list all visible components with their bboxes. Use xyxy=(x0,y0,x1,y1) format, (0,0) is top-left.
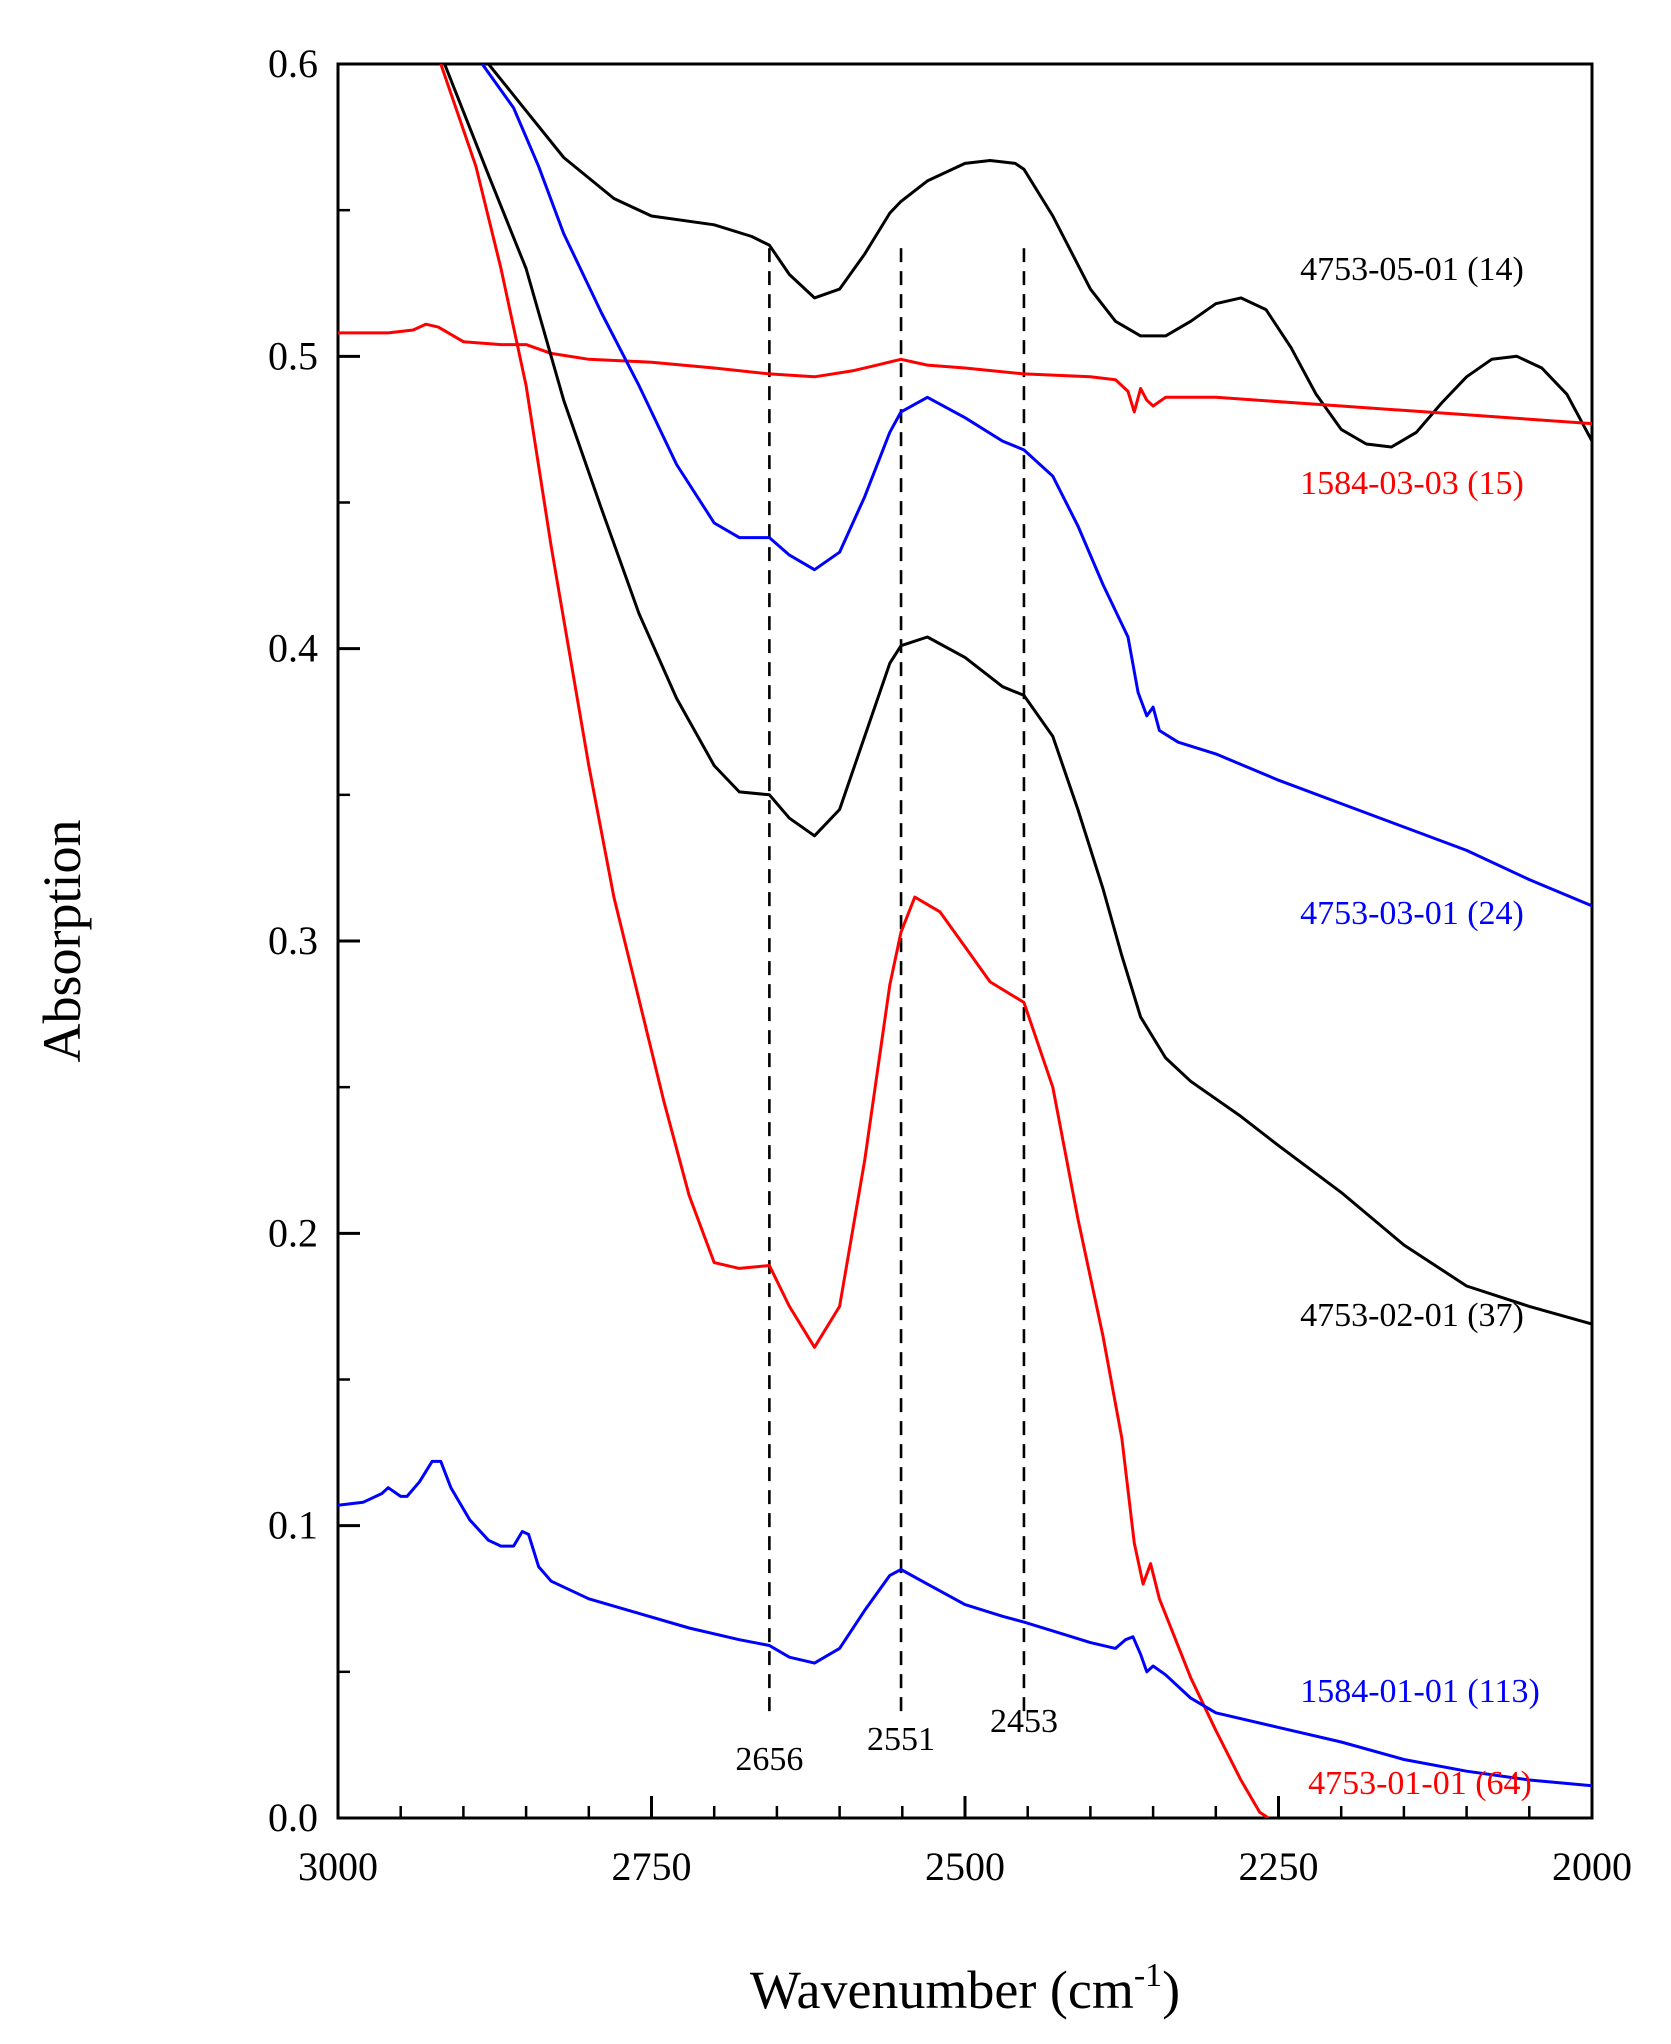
x-axis-title: Wavenumber (cm-1) xyxy=(750,1957,1180,2020)
y-tick-label: 0.6 xyxy=(268,41,318,86)
series-label-6: 1584-01-01 (113) xyxy=(1300,1673,1540,1710)
y-tick-label: 0.0 xyxy=(268,1795,318,1840)
series-line-4 xyxy=(443,64,1592,1326)
y-tick-label: 0.2 xyxy=(268,1210,318,1255)
series-label-1: 4753-05-01 (14) xyxy=(1300,251,1524,288)
y-tick-label: 0.3 xyxy=(268,918,318,963)
y-tick-label: 0.4 xyxy=(268,626,318,671)
x-axis-title-main: Wavenumber (cm xyxy=(750,1960,1134,2020)
series-label-3: 4753-03-01 (24) xyxy=(1300,895,1524,932)
series-line-6 xyxy=(338,1459,1592,1788)
axes-layer: 3000 2750 2500 2250 2000 0.0 0.1 0.2 0.3 0.4 0.5 0.… xyxy=(268,41,1632,1889)
series-line-2 xyxy=(338,322,1592,426)
labels-layer: 4753-05-01 (14) 1584-03-03 (15) 4753-03-01… xyxy=(1300,251,1540,1802)
reference-lines: 2656 2551 2453 xyxy=(735,248,1058,1778)
series-label-5: 4753-01-01 (64) xyxy=(1308,1765,1532,1802)
x-tick-label: 3000 xyxy=(298,1844,378,1889)
reference-label-2551: 2551 xyxy=(867,1721,935,1758)
series-line-5 xyxy=(439,64,1270,1818)
y-tick-label: 0.5 xyxy=(268,333,318,378)
x-axis-title-close: ) xyxy=(1162,1960,1180,2020)
x-tick-label: 2750 xyxy=(612,1844,692,1889)
x-axis-title-superscript: -1 xyxy=(1134,1957,1162,1994)
x-tick-label: 2000 xyxy=(1552,1844,1632,1889)
series-label-2: 1584-03-03 (15) xyxy=(1300,465,1524,502)
plot-frame xyxy=(336,62,1594,1820)
y-axis-title: Absorption xyxy=(32,820,92,1063)
series-line-1 xyxy=(460,64,1592,449)
y-tick-label: 0.1 xyxy=(268,1503,318,1548)
reference-label-2656: 2656 xyxy=(735,1741,803,1778)
x-tick-label: 2250 xyxy=(1239,1844,1319,1889)
series-layer xyxy=(338,64,1592,1818)
reference-label-2453: 2453 xyxy=(990,1703,1058,1740)
series-line-3 xyxy=(480,64,1592,908)
x-tick-label: 2500 xyxy=(925,1844,1005,1889)
series-label-4: 4753-02-01 (37) xyxy=(1300,1297,1524,1334)
